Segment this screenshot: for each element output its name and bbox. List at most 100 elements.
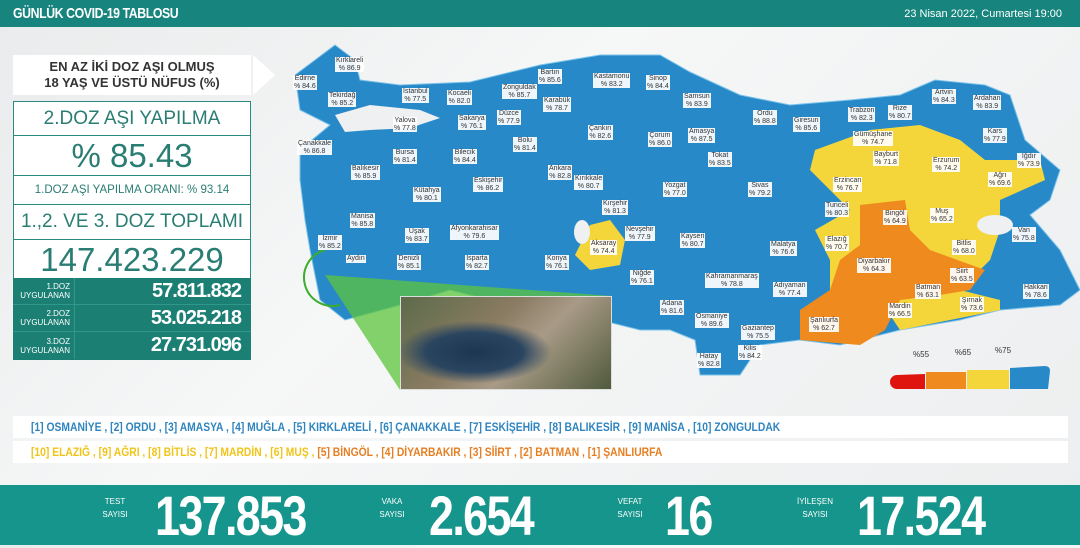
province-label: Hakkari% 78.6 [1023,284,1049,299]
province-value: % 71.8 [875,158,897,166]
province-value: % 73.9 [1018,160,1040,168]
province-value: % 80.3 [826,209,849,217]
province-value: % 77.9 [498,117,520,125]
province-value: % 85.2 [331,99,354,107]
province-value: % 77.0 [664,189,686,197]
province-name: Çorum [649,132,671,139]
zoom-beam [325,275,612,390]
province-label: Kayseri% 80.7 [680,233,706,248]
legend-label: %75 [995,346,1012,355]
stat-value: 2.654 [429,484,535,547]
province-label: Kırklareli% 86.9 [335,57,365,72]
header-bar: GÜNLÜK COVID-19 TABLOSU 23 Nisan 2022, C… [0,0,1080,27]
province-label: Bitlis% 68.0 [952,240,976,255]
province-value: % 81.4 [394,156,416,164]
province-label: Yozgat% 77.0 [663,182,687,197]
province-label: Diyarbakır% 64.3 [857,258,891,273]
province-name: Kilis [743,345,757,352]
stat-value: 17.524 [857,484,986,547]
province-value: % 83.9 [685,100,708,108]
province-name: Tekirdağ [329,92,356,99]
province-name: Artvin [934,89,953,96]
province-label: Tunceli% 80.3 [825,202,850,217]
province-label: Mardin% 66.5 [888,303,912,318]
province-value: % 70.7 [826,243,848,251]
province-value: % 80.7 [681,240,704,248]
province-label: Aydın [346,255,366,263]
province-name: Çankırı [589,125,612,132]
province-value: % 79.2 [749,189,771,197]
province-name: İstanbul [403,88,428,95]
map-legend: %55 %65 %75 [885,346,1050,389]
bottom-list-item: [2] BATMAN , [519,445,588,459]
province-name: Nevşehir [626,226,654,233]
province-name: Kırşehir [603,200,628,207]
stat-label: SAYISI [379,510,405,519]
province-name: Elazığ [827,236,847,243]
province-name: Balıkesir [352,165,379,172]
turkey-map [294,44,1080,390]
bottom-list-item: [4] DİYARBAKIR , [381,445,470,459]
province-name: Kayseri [681,233,705,240]
province-name: Kastamonu [594,73,630,80]
province-label: Düzce% 77.9 [497,110,521,125]
province-name: Ordu [757,110,773,117]
province-name: Rize [892,105,907,112]
province-value: % 84.6 [294,82,316,90]
province-name: Uşak [408,228,425,235]
bottom-list-item: [8] BİTLİS , [148,445,205,459]
province-label: Amasya% 87.5 [688,128,716,143]
province-label: Denizli% 85.1 [397,255,421,270]
heading-line: EN AZ İKİ DOZ AŞI OLMUŞ [49,59,215,74]
province-name: Çanakkale [298,140,332,147]
province-label: Artvin% 84.3 [932,89,956,104]
province-name: Kırklareli [336,57,364,64]
province-value: % 83.7 [406,235,428,243]
province-value: % 65.2 [931,215,953,223]
row-label: 2.DOZ [46,309,70,318]
province-value: % 66.5 [889,310,911,318]
province-label: Bursa% 81.4 [393,149,417,164]
province-name: Amasya [689,128,715,135]
date-label: 23 Nisan 2022, Cumartesi 19:00 [904,8,1062,20]
province-label: Bingöl% 64.9 [883,210,907,225]
province-value: % 84.2 [739,352,761,360]
province-label: Osmaniye% 89.6 [695,313,729,328]
province-name: Erzincan [834,177,862,184]
province-value: % 76.1 [546,262,568,270]
province-name: Batman [916,284,941,291]
province-name: Konya [546,255,567,262]
province-name: Eskişehir [474,177,503,184]
province-name: Aksaray [591,240,617,247]
province-name: Yalova [394,117,416,124]
top-list-item: [3] AMASYA , [164,420,232,434]
province-value: % 85.9 [354,172,377,180]
province-label: Bayburt% 71.8 [873,151,900,166]
bottom-list-item: [10] ELAZIĞ , [31,445,99,459]
province-value: % 83.5 [709,159,731,167]
province-name: Gaziantep [742,325,774,332]
top-list-item: [1] OSMANİYE , [31,420,111,434]
row-label: 3.DOZ [46,336,70,346]
province-label: Batman% 63.1 [915,284,942,299]
stat-label: VAKA [381,497,403,506]
province-label: Yalova% 77.8 [393,117,417,132]
province-name: Bilecik [454,149,476,156]
stat-value: 16 [665,484,713,547]
province-name: Trabzon [849,107,875,114]
province-value: % 81.6 [661,307,683,315]
province-value: % 82.6 [589,132,612,140]
province-value: % 63.1 [917,291,939,299]
province-name: Kocaeli [448,90,471,97]
stat-label: SAYISI [617,510,643,519]
province-label: Hatay% 82.8 [697,353,721,368]
province-label: Gümüşhane% 74.7 [853,131,894,146]
stat-label: İYİLEŞEN [796,497,833,506]
province-value: % 77.8 [394,124,416,132]
province-name: Ağrı [993,172,1007,179]
province-value: % 76.1 [631,277,653,285]
province-label: Ordu% 88.8 [753,110,777,125]
province-value: % 64.9 [884,217,906,225]
province-label: Isparta% 82.7 [465,255,489,270]
province-value: % 77.9 [984,135,1006,143]
